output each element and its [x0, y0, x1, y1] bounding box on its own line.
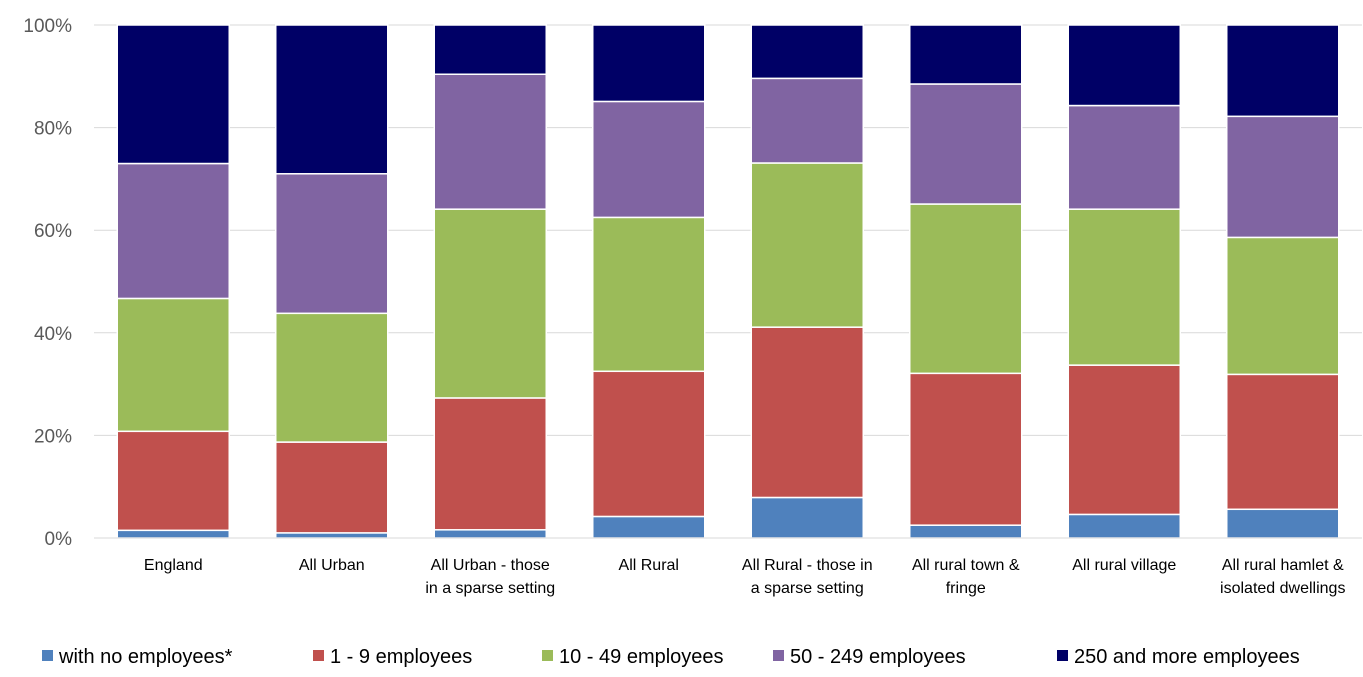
- bar-segment: [750, 77, 864, 164]
- bar-stacks: [116, 24, 1340, 539]
- legend-label: 250 and more employees: [1074, 646, 1300, 668]
- bar-segment: [750, 326, 864, 499]
- legend-item: with no employees*: [42, 646, 233, 668]
- x-tick-label: All Urban - those in a sparse setting: [425, 557, 555, 597]
- bar-segment: [275, 24, 389, 175]
- x-tick-label: All Rural - those in a sparse setting: [742, 557, 873, 597]
- bar-segment: [592, 515, 706, 539]
- bar-segment: [433, 24, 547, 75]
- bar-segment: [1067, 104, 1181, 210]
- legend-label: with no employees*: [58, 646, 233, 668]
- bar-stack: [750, 24, 864, 539]
- bar-segment: [116, 162, 230, 300]
- bar-stack: [909, 24, 1023, 539]
- legend-swatch: [773, 650, 784, 661]
- x-axis-category-labels: England All Urban All Urban - those in a sp…: [144, 557, 1346, 597]
- bar-stack: [1226, 24, 1340, 539]
- legend-swatch: [42, 650, 53, 661]
- bar-segment: [1226, 508, 1340, 539]
- x-tick-label: All Urban: [299, 557, 365, 574]
- bar-segment: [909, 524, 1023, 539]
- bar-segment: [909, 83, 1023, 205]
- legend-swatch: [313, 650, 324, 661]
- bar-segment: [750, 24, 864, 80]
- legend: with no employees* 1 - 9 employees 10 - 49…: [42, 646, 1300, 668]
- legend-label: 10 - 49 employees: [559, 646, 724, 668]
- y-tick-label: 60%: [34, 221, 72, 242]
- bar-stack: [1067, 24, 1181, 539]
- bar-segment: [116, 24, 230, 165]
- x-tick-label: All rural town & fringe: [912, 557, 1020, 597]
- bar-segment: [433, 397, 547, 531]
- bar-stack: [592, 24, 706, 539]
- bar-segment: [433, 529, 547, 539]
- bar-segment: [116, 297, 230, 433]
- bar-segment: [275, 312, 389, 443]
- bar-segment: [275, 173, 389, 315]
- bar-stack: [433, 24, 547, 539]
- legend-item: 10 - 49 employees: [542, 646, 724, 668]
- bar-segment: [116, 529, 230, 539]
- x-tick-label: All Rural: [619, 557, 679, 574]
- x-tick-label: All rural hamlet & isolated dwellings: [1220, 557, 1345, 597]
- y-tick-label: 80%: [34, 119, 72, 140]
- legend-item: 1 - 9 employees: [313, 646, 472, 668]
- y-tick-label: 40%: [34, 324, 72, 345]
- bar-segment: [1226, 115, 1340, 239]
- bar-segment: [1067, 208, 1181, 366]
- legend-item: 250 and more employees: [1057, 646, 1300, 668]
- x-tick-label: All rural village: [1072, 557, 1176, 574]
- bar-segment: [1226, 373, 1340, 511]
- legend-label: 1 - 9 employees: [330, 646, 472, 668]
- bar-segment: [1226, 24, 1340, 118]
- y-axis-tick-labels: 0% 20% 40% 60% 80% 100%: [23, 16, 72, 550]
- legend-swatch: [542, 650, 553, 661]
- bar-segment: [433, 208, 547, 399]
- legend-swatch: [1057, 650, 1068, 661]
- bar-segment: [1067, 24, 1181, 107]
- bar-segment: [592, 100, 706, 219]
- bar-segment: [592, 216, 706, 373]
- bar-segment: [275, 441, 389, 534]
- y-tick-label: 0%: [45, 529, 73, 550]
- y-tick-label: 20%: [34, 426, 72, 447]
- bar-segment: [592, 370, 706, 518]
- x-tick-label: England: [144, 557, 203, 574]
- legend-item: 50 - 249 employees: [773, 646, 966, 668]
- bar-segment: [750, 162, 864, 328]
- bar-segment: [909, 372, 1023, 526]
- bar-segment: [750, 496, 864, 539]
- bar-segment: [116, 430, 230, 532]
- bar-stack: [275, 24, 389, 539]
- bar-segment: [275, 532, 389, 539]
- y-tick-label: 100%: [23, 16, 72, 37]
- bar-segment: [909, 24, 1023, 85]
- bar-segment: [592, 24, 706, 103]
- bar-segment: [1067, 364, 1181, 516]
- bar-segment: [909, 203, 1023, 375]
- bar-segment: [1226, 236, 1340, 376]
- legend-label: 50 - 249 employees: [790, 646, 966, 668]
- bar-segment: [433, 73, 547, 210]
- bar-segment: [1067, 513, 1181, 539]
- bar-stack: [116, 24, 230, 539]
